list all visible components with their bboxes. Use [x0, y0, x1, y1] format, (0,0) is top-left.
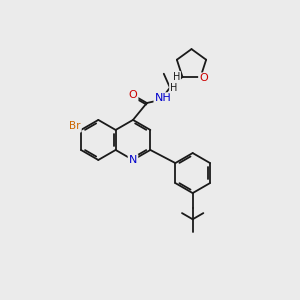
Text: NH: NH [154, 93, 171, 103]
Text: H: H [172, 72, 180, 82]
Text: H: H [170, 82, 178, 93]
Text: O: O [129, 90, 137, 100]
Text: O: O [199, 74, 208, 83]
Text: Br: Br [69, 122, 81, 131]
Text: N: N [129, 155, 137, 165]
